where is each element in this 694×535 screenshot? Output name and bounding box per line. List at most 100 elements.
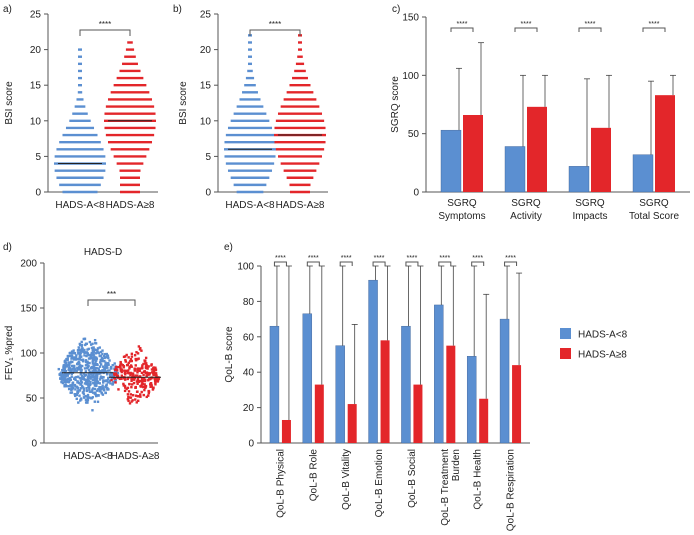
panel-d-point — [144, 371, 148, 375]
panel-d-point — [106, 355, 109, 358]
panel-d-point — [95, 366, 98, 370]
panel-d-point — [92, 368, 96, 371]
panel-d-point — [145, 374, 148, 377]
panel-e-y-tick-label: 80 — [243, 297, 255, 308]
panel-e-bar-hads-high — [347, 404, 357, 443]
panel-d-point — [133, 367, 136, 370]
panel-d-point — [93, 387, 97, 391]
panel-d-point — [103, 370, 107, 374]
panel-d-point — [93, 384, 97, 387]
panel-d-point — [88, 390, 92, 393]
panel-d-point — [83, 348, 86, 352]
panel-d-point — [77, 390, 80, 393]
panel-d-point — [97, 394, 100, 397]
panel-a-y-tick-label: 10 — [30, 116, 42, 127]
panel-d-point — [148, 377, 152, 381]
panel-d-point — [80, 374, 84, 378]
panel-d-point — [107, 376, 110, 380]
panel-a-y-tick-label: 20 — [30, 45, 42, 56]
panel-c-significance-label: **** — [585, 21, 596, 28]
panel-d-point — [60, 371, 63, 375]
panel-d-point — [94, 341, 97, 345]
panel-d-point — [83, 373, 86, 377]
panel-d-point — [88, 396, 91, 399]
panel-d-point — [115, 374, 119, 377]
panel-d-point — [78, 361, 81, 365]
panel-d-point — [91, 348, 95, 351]
panel-d-point — [130, 365, 133, 368]
panel-d-point — [104, 356, 108, 359]
panel-d-point — [148, 373, 151, 376]
panel-d-point — [76, 349, 80, 352]
panel-d-point — [91, 391, 95, 394]
panel-d-point — [140, 371, 144, 375]
panel-d-point — [88, 340, 92, 344]
panel-c-x-tick-label: SGRQ — [447, 198, 477, 209]
panel-d-point — [101, 393, 105, 396]
panel-d-point — [88, 361, 91, 365]
panel-e-significance-bracket — [372, 261, 386, 266]
panel-d-point — [97, 368, 101, 372]
panel-d-point — [105, 352, 108, 356]
panel-d-point — [71, 386, 75, 390]
panel-d-point — [119, 367, 122, 370]
panel-d-point — [91, 342, 94, 346]
panel-d-point — [140, 390, 143, 394]
panel-d-point — [133, 369, 136, 372]
panel-d-point — [125, 387, 128, 391]
panel-d-point — [89, 366, 93, 370]
panel-d-point — [95, 378, 98, 381]
panel-d-point — [92, 381, 95, 385]
panel-d-point — [100, 354, 103, 357]
panel-d-point — [128, 396, 131, 399]
panel-d-point — [118, 377, 122, 381]
panel-d-point — [90, 346, 94, 350]
panel-c-bar-hads-high — [655, 95, 675, 192]
panel-d-point — [81, 358, 85, 361]
panel-d-point — [60, 380, 63, 384]
panel-d-point — [91, 359, 95, 362]
panel-d-point — [77, 401, 80, 404]
panel-d-point — [77, 357, 80, 361]
panel-d-point — [64, 383, 67, 387]
panel-d-point — [99, 386, 102, 389]
panel-d-point — [72, 349, 75, 352]
panel-e-significance-bracket — [306, 261, 320, 266]
panel-d-point — [94, 361, 97, 364]
panel-d-point — [85, 379, 88, 382]
panel-d-point — [91, 409, 94, 412]
panel-d-point — [99, 363, 103, 366]
panel-d-point — [122, 355, 126, 359]
panel-d-point — [143, 383, 146, 386]
panel-d-point — [83, 367, 87, 370]
panel-d-point — [79, 387, 82, 390]
panel-e-x-tick-label: QoL-B Vitality — [341, 449, 352, 510]
panel-d-point — [86, 393, 90, 397]
panel-d-point — [70, 350, 74, 353]
panel-d-point — [74, 388, 77, 391]
panel-a-significance-bracket — [79, 29, 131, 36]
panel-e-bar-hads-high — [413, 384, 423, 443]
panel-d-point — [83, 378, 87, 381]
panel-d-x-tick-label: HADS-A<8 — [63, 451, 113, 462]
panel-d-point — [137, 357, 140, 360]
panel-d-point — [83, 354, 86, 357]
panel-d-point — [154, 366, 157, 369]
panel-d-point — [113, 377, 117, 380]
panel-d-point — [63, 360, 67, 363]
panel-d-point — [130, 359, 133, 363]
panel-d-point — [120, 363, 123, 366]
panel-d-point — [101, 357, 104, 361]
panel-d-point — [69, 354, 72, 358]
panel-d-y-tick-label: 50 — [26, 394, 38, 405]
panel-d-point — [142, 385, 145, 389]
panel-d-point — [70, 368, 73, 371]
panel-d-point — [93, 392, 97, 395]
panel-d-point — [84, 360, 88, 364]
panel-d-point — [113, 372, 116, 375]
panel-d-point — [124, 358, 127, 362]
panel-d-point — [142, 379, 145, 383]
panel-d-point — [89, 353, 93, 356]
panel-d-y-tick-label: 200 — [20, 259, 37, 270]
panel-d-point — [136, 374, 139, 377]
